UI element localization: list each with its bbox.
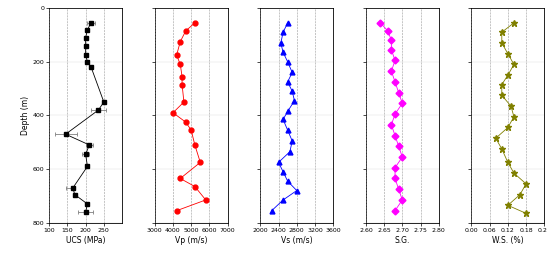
X-axis label: Vs (m/s): Vs (m/s) — [281, 236, 312, 245]
X-axis label: Vp (m/s): Vp (m/s) — [175, 236, 207, 245]
X-axis label: S.G.: S.G. — [394, 236, 410, 245]
Y-axis label: Depth (m): Depth (m) — [21, 96, 30, 135]
X-axis label: UCS (MPa): UCS (MPa) — [66, 236, 106, 245]
X-axis label: W.S. (%): W.S. (%) — [492, 236, 523, 245]
